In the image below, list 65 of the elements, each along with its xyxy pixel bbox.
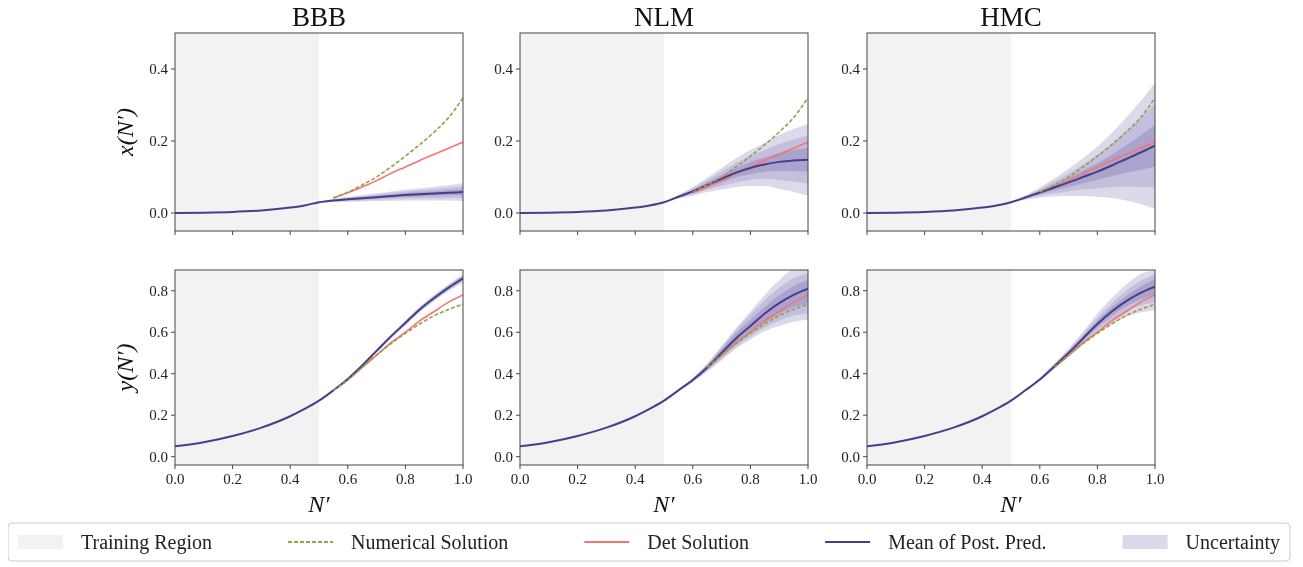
y-tick-label: 0.4: [149, 61, 169, 78]
line-series: [332, 97, 463, 199]
line-series: [175, 277, 463, 448]
x-tick-label: 0.2: [915, 471, 934, 487]
x-axis-title: N′: [652, 491, 676, 517]
y-axis-title: x(N′): [112, 108, 138, 157]
line-series: [692, 97, 808, 193]
x-tick-label: 0.0: [857, 471, 877, 487]
x-tick-label: 0.4: [972, 471, 993, 487]
y-tick-label: 0.0: [149, 205, 168, 222]
x-tick-label: 0.8: [1088, 471, 1107, 487]
x-tick-label: 0.8: [396, 471, 415, 487]
y-tick-label: 0.0: [149, 448, 168, 465]
chart-title: BBB: [291, 2, 347, 32]
chart-title: NLM: [634, 2, 694, 32]
x-tick-label: 0.6: [338, 471, 358, 487]
y-tick-label: 0.4: [149, 365, 169, 382]
x-tick-label: 1.0: [1145, 471, 1165, 487]
y-tick-label: 0.4: [841, 61, 861, 78]
line-series: [692, 141, 808, 194]
y-tick-label: 0.4: [494, 61, 514, 78]
y-tick-label: 0.8: [841, 282, 860, 299]
y-tick-label: 0.0: [841, 205, 860, 222]
x-tick-label: 0.0: [165, 471, 185, 487]
y-tick-label: 0.4: [494, 365, 514, 382]
x-tick-label: 0.0: [510, 471, 530, 487]
line-series: [867, 285, 1155, 448]
x-axis-title: N′: [307, 491, 331, 517]
x-tick-label: 0.6: [1030, 471, 1050, 487]
y-tick-label: 0.0: [494, 205, 513, 222]
line-series: [175, 191, 463, 214]
y-tick-label: 0.2: [494, 133, 513, 150]
y-tick-label: 0.4: [841, 365, 861, 382]
y-tick-label: 0.8: [494, 282, 513, 299]
legend-label: Training Region: [81, 531, 212, 554]
x-tick-label: 0.2: [223, 471, 242, 487]
x-axis-title: N′: [999, 491, 1023, 517]
legend-label: Mean of Post. Pred.: [888, 531, 1047, 553]
chart-title: HMC: [980, 2, 1042, 32]
line-series: [520, 287, 808, 448]
line-series: [867, 144, 1155, 214]
x-tick-label: 0.4: [280, 471, 301, 487]
x-tick-label: 0.4: [625, 471, 646, 487]
x-tick-label: 1.0: [798, 471, 818, 487]
y-tick-label: 0.0: [494, 448, 513, 465]
y-tick-label: 0.2: [149, 133, 168, 150]
y-tick-label: 0.2: [841, 133, 860, 150]
x-tick-label: 0.8: [741, 471, 760, 487]
y-axis-title: y(N′): [112, 343, 138, 394]
legend-label: Det Solution: [647, 531, 750, 553]
y-tick-label: 0.8: [149, 282, 168, 299]
x-tick-label: 0.6: [683, 471, 703, 487]
y-tick-label: 0.6: [149, 324, 169, 341]
line-series: [1039, 97, 1155, 193]
y-tick-label: 0.2: [494, 407, 513, 424]
x-tick-label: 1.0: [453, 471, 473, 487]
y-tick-label: 0.6: [841, 324, 861, 341]
legend-label: Numerical Solution: [351, 531, 509, 553]
y-tick-label: 0.2: [149, 407, 168, 424]
y-tick-label: 0.0: [841, 448, 860, 465]
y-tick-label: 0.2: [841, 407, 860, 424]
y-tick-label: 0.6: [494, 324, 514, 341]
legend-label: Uncertainty: [1185, 531, 1280, 554]
x-tick-label: 0.2: [568, 471, 587, 487]
line-series: [520, 158, 808, 214]
